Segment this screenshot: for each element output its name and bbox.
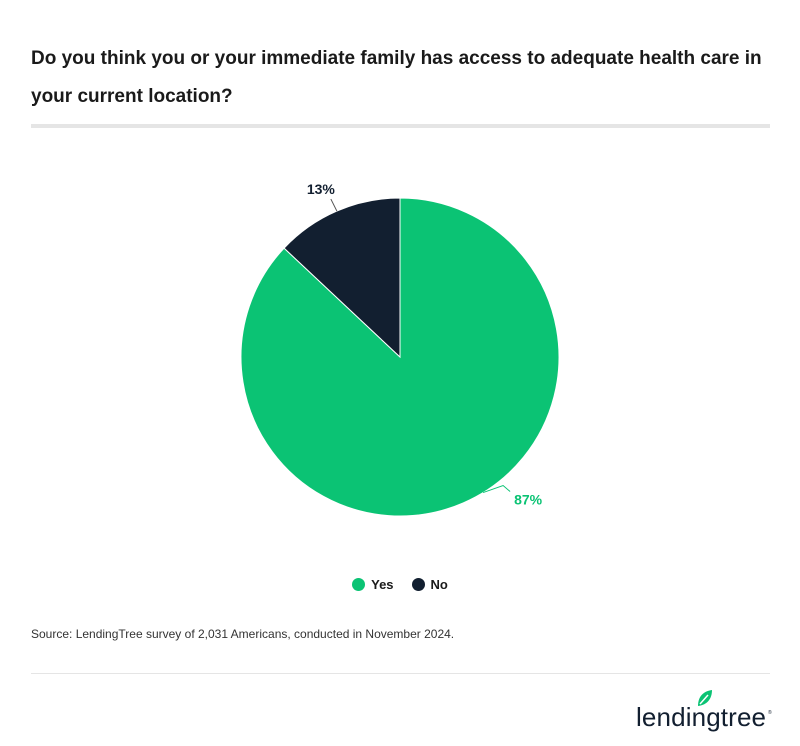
legend: Yes No	[0, 577, 800, 592]
svg-text:®: ®	[768, 709, 772, 716]
lendingtree-logo: lendingtree ®	[636, 690, 772, 732]
data-label-no: 13%	[307, 181, 336, 197]
chart-title: Do you think you or your immediate famil…	[31, 48, 762, 107]
legend-item-no: No	[411, 577, 448, 592]
legend-swatch-yes	[352, 578, 366, 591]
legend-swatch-no	[411, 578, 425, 591]
footer-divider	[31, 673, 770, 674]
legend-label-no: No	[430, 577, 448, 592]
pie-slice-no	[283, 197, 401, 359]
data-label-yes: 87%	[514, 492, 543, 508]
source-note: Source: LendingTree survey of 2,031 Amer…	[31, 627, 455, 641]
leader-line-no	[330, 198, 338, 212]
leader-line-yes	[482, 484, 511, 494]
title-divider	[31, 124, 770, 128]
legend-item-yes: Yes	[352, 577, 394, 592]
legend-label-yes: Yes	[371, 577, 394, 592]
pie-chart: 87% 13%	[240, 181, 560, 517]
svg-text:lendingtree: lendingtree	[636, 702, 766, 732]
